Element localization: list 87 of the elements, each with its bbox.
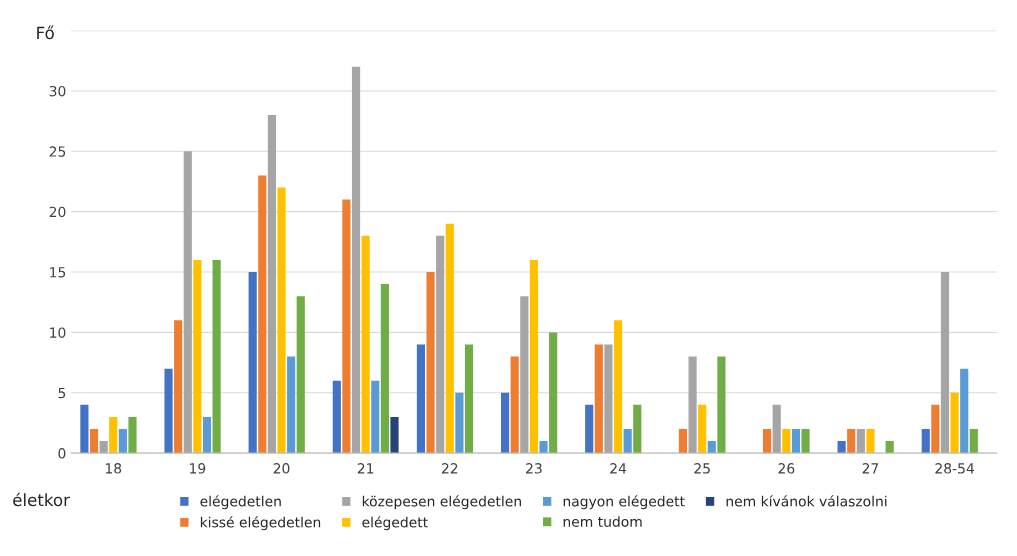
bar [520, 296, 529, 454]
bar [109, 416, 118, 454]
y-axis-title: Fő [37, 25, 54, 40]
bar [436, 235, 445, 454]
bar [539, 441, 548, 454]
y-tick-label: 15 [50, 267, 66, 278]
bar [549, 332, 558, 454]
x-tick-label: 24 [610, 463, 627, 474]
bar [426, 272, 435, 454]
x-tick-label: 27 [862, 463, 879, 474]
bar [380, 284, 389, 454]
legend-label: közepesen elégedetlen [362, 495, 521, 510]
bar [371, 380, 380, 454]
bar [585, 404, 594, 454]
bar [801, 428, 810, 454]
x-tick-label: 22 [441, 463, 458, 474]
bar [445, 223, 454, 454]
bar [921, 428, 930, 454]
bar [164, 368, 173, 454]
bar [89, 428, 99, 454]
y-tick-label: 10 [50, 327, 66, 338]
bar [183, 151, 192, 454]
bar [500, 392, 510, 454]
bar [193, 259, 202, 454]
bar [80, 404, 89, 454]
bar [455, 392, 464, 454]
bar [866, 428, 875, 454]
y-tick-label: 5 [58, 387, 66, 399]
bar [688, 356, 697, 454]
bar [267, 115, 276, 454]
bar [296, 296, 305, 454]
bar [390, 416, 399, 454]
bar [174, 320, 183, 454]
bar [847, 428, 856, 454]
x-tick-label: 23 [526, 463, 542, 474]
x-tick-label: 18 [105, 463, 122, 474]
bar [128, 416, 137, 454]
bar [960, 368, 969, 454]
x-tick-label: 20 [273, 463, 290, 474]
bar [633, 404, 642, 454]
legend-label: nem kívánok válaszolni [726, 495, 887, 507]
legend-label: nem tudom [563, 516, 642, 527]
legend-label: nagyon elégedett [563, 495, 685, 510]
bar [678, 428, 688, 454]
x-tick-label: 21 [357, 463, 374, 474]
bar [212, 259, 221, 454]
bar [717, 356, 726, 454]
bar [510, 356, 519, 454]
bar [287, 356, 296, 454]
bar [277, 187, 286, 454]
x-tick-label: 28-54 [935, 463, 974, 474]
bar [361, 235, 370, 454]
bar [613, 320, 623, 454]
bar [248, 272, 257, 454]
bar [856, 428, 865, 454]
bar [698, 404, 707, 454]
bar [604, 344, 613, 454]
bar [940, 272, 950, 454]
bar [594, 344, 603, 454]
bar [342, 199, 351, 454]
y-tick-label: 30 [49, 85, 66, 97]
bar [529, 259, 539, 454]
bar [351, 66, 361, 454]
bar [763, 428, 772, 454]
x-tick-label: 25 [694, 463, 710, 474]
legend-label: elégedetlen [200, 495, 281, 510]
bar [202, 416, 212, 454]
bar [782, 428, 791, 454]
bar [791, 428, 801, 454]
bar [258, 175, 267, 454]
bar [969, 428, 978, 454]
legend-label: elégedett [362, 516, 428, 531]
bar [623, 428, 632, 454]
bar [464, 344, 474, 454]
y-tick-label: 20 [49, 206, 66, 218]
x-tick-label: 26 [778, 463, 795, 474]
legend-label: kissé elégedetlen [200, 516, 321, 531]
bar [416, 344, 426, 454]
y-tick-label: 25 [49, 146, 66, 157]
bar [950, 392, 959, 454]
bar [931, 404, 940, 454]
bar [332, 380, 341, 454]
y-tick-label: 0 [58, 448, 66, 459]
x-axis-title: életkor [13, 492, 70, 507]
x-tick-label: 19 [190, 463, 206, 474]
bar [772, 404, 781, 454]
bar [118, 428, 127, 454]
